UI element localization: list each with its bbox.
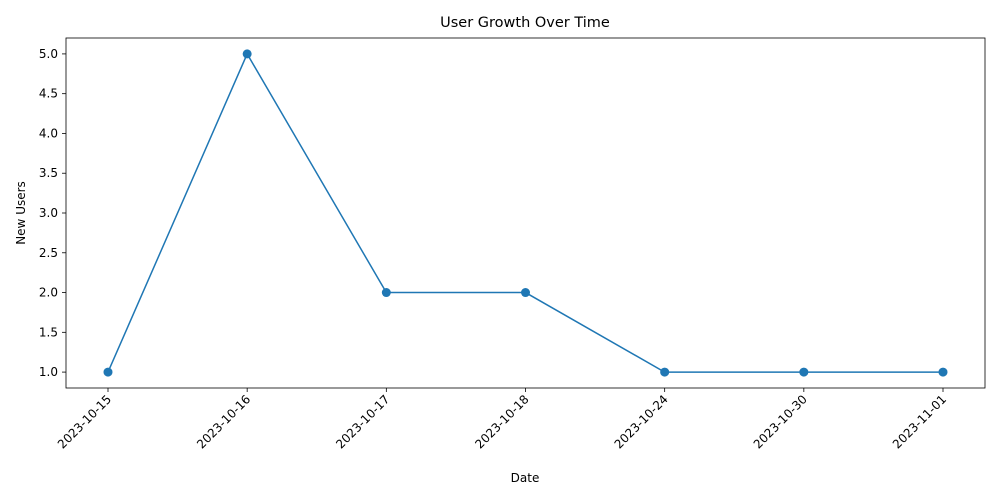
- data-point: [660, 367, 670, 377]
- y-tick-label: 5.0: [39, 47, 58, 61]
- data-point: [799, 367, 809, 377]
- data-point: [103, 367, 113, 377]
- y-tick-label: 2.0: [39, 286, 58, 300]
- y-tick-label: 4.5: [39, 87, 58, 101]
- data-point: [938, 367, 948, 377]
- data-point: [381, 288, 391, 298]
- y-tick-label: 2.5: [39, 246, 58, 260]
- y-tick-label: 1.5: [39, 325, 58, 339]
- data-point: [521, 288, 530, 298]
- y-axis-label: New Users: [14, 181, 28, 245]
- data-point: [242, 49, 252, 59]
- x-axis-label: Date: [511, 471, 540, 485]
- y-tick-label: 4.0: [39, 126, 58, 140]
- y-tick-label: 1.0: [39, 365, 58, 379]
- y-tick-label: 3.0: [39, 206, 58, 220]
- chart-title: User Growth Over Time: [440, 15, 610, 31]
- y-tick-label: 3.5: [39, 166, 58, 180]
